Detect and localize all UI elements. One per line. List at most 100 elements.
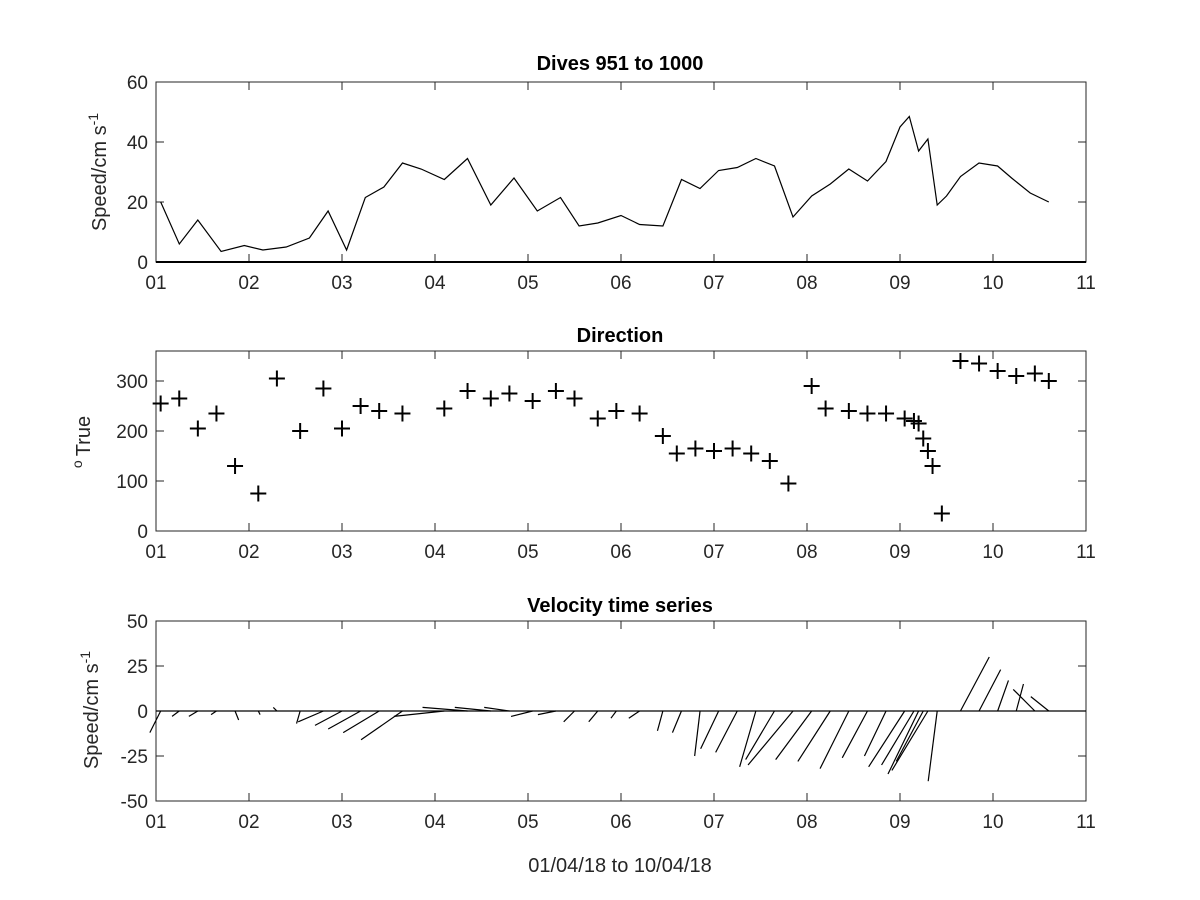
velocity-xtick-label: 07 <box>703 812 724 833</box>
velocity-stick <box>272 706 278 712</box>
direction-xtick-label: 03 <box>331 542 352 563</box>
velocity-stick <box>342 710 380 734</box>
velocity-stick <box>314 710 343 726</box>
speed-xtick-label: 01 <box>145 273 166 294</box>
direction-point <box>952 353 969 369</box>
direction-chart-ylabel: oTrue <box>69 416 95 468</box>
direction-point <box>152 395 169 412</box>
velocity-stick <box>588 710 599 723</box>
velocity-xtick-label: 11 <box>1076 812 1096 833</box>
direction-point <box>668 445 685 462</box>
direction-point <box>896 410 913 427</box>
velocity-stick <box>745 710 775 760</box>
direction-point <box>459 383 476 399</box>
direction-point <box>208 405 225 422</box>
velocity-stick <box>297 710 324 723</box>
direction-xtick-label: 11 <box>1076 542 1096 563</box>
speed-xtick-label: 11 <box>1076 273 1096 294</box>
direction-chart-title: Direction <box>577 325 664 347</box>
direction-point <box>566 390 583 407</box>
velocity-stick <box>819 710 850 769</box>
speed-xtick-label: 04 <box>424 273 446 294</box>
velocity-ytick-label: 50 <box>127 612 148 633</box>
direction-ytick-label: 300 <box>116 372 148 393</box>
velocity-stick <box>775 710 813 760</box>
velocity-stick <box>454 706 491 712</box>
speed-xtick-label: 03 <box>331 273 352 294</box>
direction-point <box>724 440 741 457</box>
direction-point <box>334 420 350 437</box>
velocity-stick <box>927 710 938 782</box>
direction-ytick-label: 200 <box>116 422 148 443</box>
velocity-stick <box>257 710 261 715</box>
speed-xtick-label: 02 <box>238 273 259 294</box>
velocity-xtick-label: 08 <box>796 812 817 833</box>
direction-point <box>352 398 369 414</box>
velocity-stick <box>327 710 361 730</box>
velocity-ytick-label: 0 <box>137 702 148 723</box>
velocity-stick <box>1012 688 1036 712</box>
direction-point <box>743 445 760 462</box>
velocity-stick <box>797 710 831 762</box>
velocity-stick <box>656 710 664 731</box>
velocity-stick <box>739 710 757 767</box>
speed-ytick-label: 40 <box>127 133 148 154</box>
speed-chart-ylabel: Speed/cm s-1 <box>85 113 111 231</box>
direction-ytick-label: 0 <box>137 522 148 543</box>
velocity-stick <box>188 710 199 717</box>
direction-point <box>315 380 332 397</box>
velocity-chart-title: Velocity time series <box>527 595 713 617</box>
direction-point <box>878 405 895 422</box>
velocity-stick <box>887 710 920 775</box>
velocity-chart-ylabel: Speed/cm s-1 <box>77 651 103 769</box>
direction-point <box>924 458 941 474</box>
direction-point <box>631 405 648 422</box>
direction-point <box>1026 365 1043 382</box>
direction-point <box>171 390 188 407</box>
velocity-stick <box>628 710 640 719</box>
direction-point <box>589 410 606 427</box>
direction-point <box>268 370 285 387</box>
direction-ytick-label: 100 <box>116 472 148 493</box>
direction-point <box>933 505 950 522</box>
direction-xtick-label: 05 <box>517 542 538 563</box>
velocity-stick <box>537 710 557 716</box>
direction-point <box>1008 368 1025 384</box>
direction-point <box>780 475 797 492</box>
velocity-chart-xlabel: 01/04/18 to 10/04/18 <box>528 855 712 877</box>
velocity-stick <box>694 710 701 757</box>
direction-xtick-label: 07 <box>703 542 724 563</box>
direction-xtick-label: 10 <box>982 542 1003 563</box>
direction-point <box>371 403 388 419</box>
direction-point <box>654 428 671 444</box>
velocity-stick <box>895 710 924 762</box>
velocity-stick <box>171 710 180 717</box>
direction-point <box>547 383 564 399</box>
direction-xtick-label: 02 <box>238 542 259 563</box>
velocity-stick <box>610 710 617 719</box>
velocity-stick <box>422 706 468 712</box>
velocity-stick <box>891 710 929 771</box>
speed-ytick-label: 60 <box>127 73 148 94</box>
direction-point <box>919 443 936 459</box>
direction-point <box>706 443 722 459</box>
velocity-xtick-label: 10 <box>982 812 1003 833</box>
direction-point <box>189 420 206 437</box>
velocity-stick <box>863 710 887 757</box>
speed-xtick-label: 06 <box>610 273 631 294</box>
direction-point <box>524 393 541 409</box>
speed-xtick-label: 09 <box>889 273 910 294</box>
speed-chart: Dives 951 to 1000 Speed/cm s-1 01 02 03 04 0… <box>85 53 1096 294</box>
velocity-xtick-label: 04 <box>424 812 446 833</box>
direction-point <box>227 458 244 474</box>
direction-point <box>859 405 876 422</box>
speed-xtick-label: 05 <box>517 273 538 294</box>
direction-point <box>292 423 309 439</box>
direction-point <box>482 390 499 407</box>
velocity-xtick-label: 03 <box>331 812 352 833</box>
direction-point <box>915 430 932 447</box>
velocity-stick <box>841 710 868 759</box>
direction-point <box>840 403 857 419</box>
velocity-chart: Velocity time series Speed/cm s-1 01/04/… <box>77 595 1096 877</box>
direction-point <box>608 403 625 419</box>
